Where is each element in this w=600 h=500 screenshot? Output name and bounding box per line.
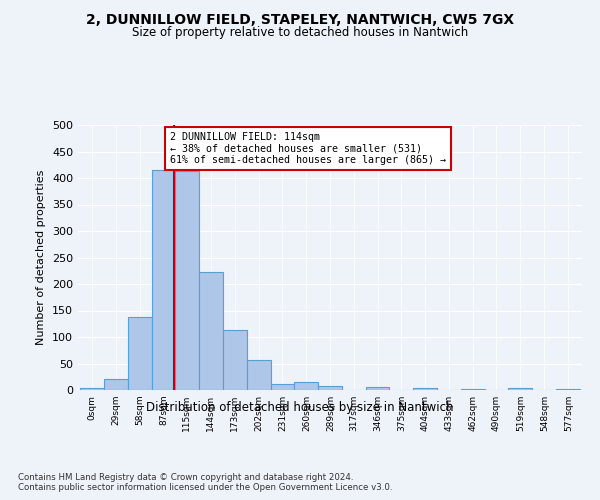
Bar (319, 386, 343, 390)
Bar (152, 170, 175, 390)
Bar (80, 388, 104, 390)
Y-axis label: Number of detached properties: Number of detached properties (37, 170, 46, 345)
Bar (175, 171, 199, 390)
Bar (365, 388, 389, 390)
Bar (223, 330, 247, 390)
Bar (413, 388, 437, 390)
Text: Size of property relative to detached houses in Nantwich: Size of property relative to detached ho… (132, 26, 468, 39)
Text: Distribution of detached houses by size in Nantwich: Distribution of detached houses by size … (146, 401, 454, 414)
Bar (556, 389, 580, 390)
Bar (199, 272, 223, 390)
Bar (508, 388, 532, 390)
Bar (271, 384, 295, 390)
Text: 2, DUNNILLOW FIELD, STAPELEY, NANTWICH, CW5 7GX: 2, DUNNILLOW FIELD, STAPELEY, NANTWICH, … (86, 12, 514, 26)
Bar (104, 379, 128, 390)
Bar (295, 382, 319, 390)
Text: Contains HM Land Registry data © Crown copyright and database right 2024.: Contains HM Land Registry data © Crown c… (18, 472, 353, 482)
Bar (461, 389, 485, 390)
Text: 2 DUNNILLOW FIELD: 114sqm
← 38% of detached houses are smaller (531)
61% of semi: 2 DUNNILLOW FIELD: 114sqm ← 38% of detac… (170, 132, 446, 165)
Bar (247, 360, 271, 390)
Text: Contains public sector information licensed under the Open Government Licence v3: Contains public sector information licen… (18, 484, 392, 492)
Bar (128, 317, 152, 390)
